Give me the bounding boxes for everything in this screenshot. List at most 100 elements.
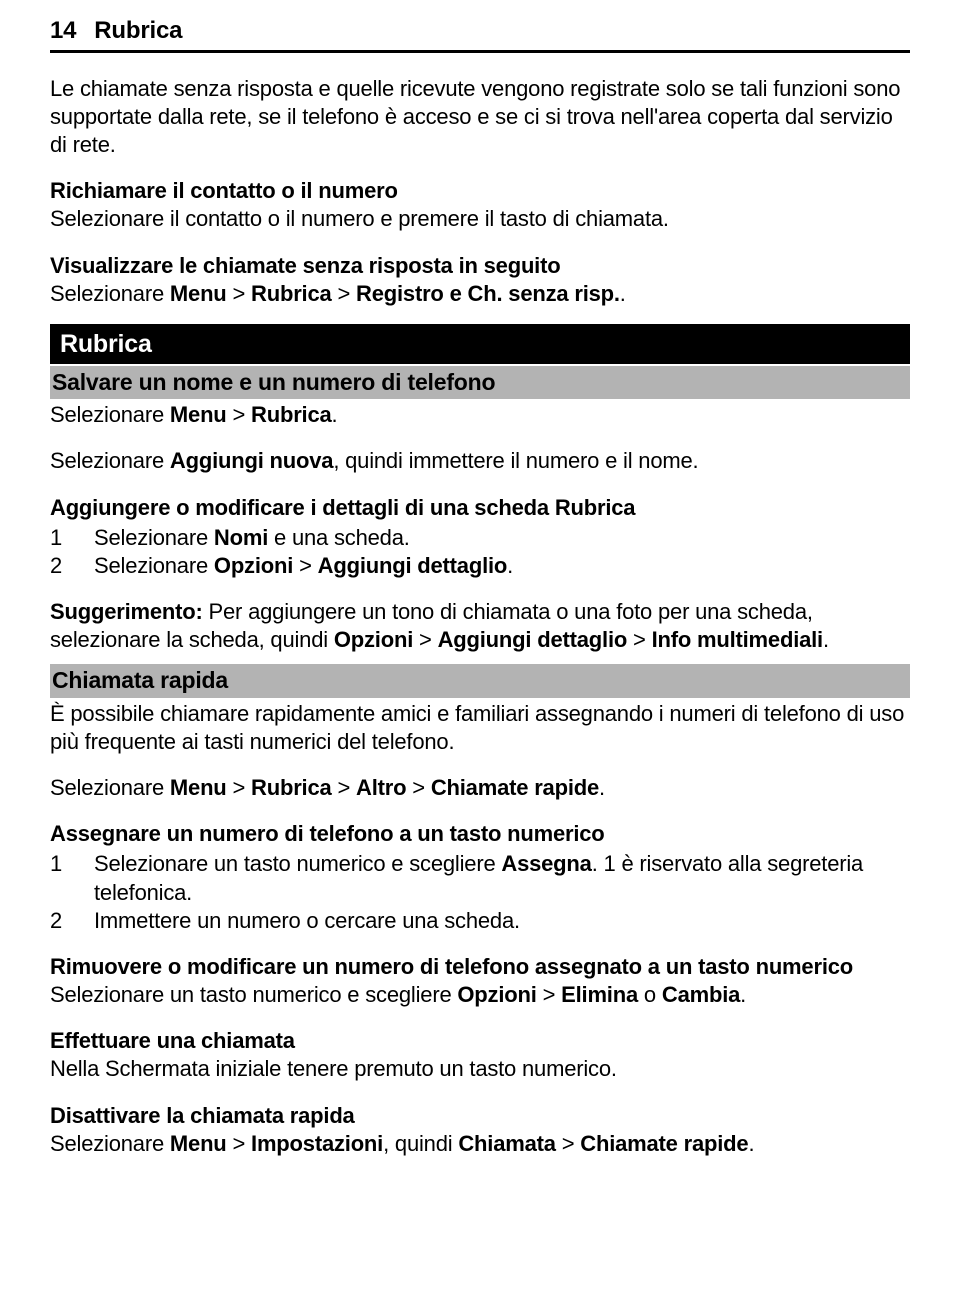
text: . [748,1131,754,1156]
text: e una scheda. [268,525,410,550]
text: , quindi [383,1131,458,1156]
list-text: Selezionare un tasto numerico e sceglier… [94,850,910,906]
list-text: Selezionare Opzioni > Aggiungi dettaglio… [94,552,910,580]
text: . [823,627,829,652]
text: Immettere un numero o cercare una scheda… [94,908,520,933]
list-number: 1 [50,850,94,878]
menu-label: Rubrica [251,281,332,306]
subsection-chiamata-rapida: Chiamata rapida [50,664,910,697]
menu-label: Opzioni [334,627,413,652]
menu-label: Aggiungi nuova [170,448,333,473]
text: > [332,281,356,306]
menu-label: Nomi [214,525,268,550]
text: Selezionare [94,553,214,578]
menu-label: Chiamata [458,1131,555,1156]
body-visualizzare: Selezionare Menu > Rubrica > Registro e … [50,280,910,308]
list-item: 2 Immettere un numero o cercare una sche… [50,907,910,935]
body-effettuare: Nella Schermata iniziale tenere premuto … [50,1055,910,1083]
menu-label: Menu [170,775,227,800]
text: > [406,775,430,800]
text: > [227,775,251,800]
heading-richiamare: Richiamare il contatto o il numero [50,177,910,205]
text: Selezionare [50,402,170,427]
text: o [638,982,662,1007]
menu-label: Info multimediali [652,627,823,652]
intro-paragraph: Le chiamate senza risposta e quelle rice… [50,75,910,159]
text: . [620,281,626,306]
menu-label: Menu [170,402,227,427]
menu-label: Rubrica [251,402,332,427]
heading-disattivare: Disattivare la chiamata rapida [50,1102,910,1130]
header-title: Rubrica [94,16,182,47]
text: Selezionare [50,1131,170,1156]
menu-label: Aggiungi dettaglio [318,553,507,578]
list-item: 1 Selezionare Nomi e una scheda. [50,524,910,552]
subsection-salvare: Salvare un nome e un numero di telefono [50,366,910,399]
heading-assegnare: Assegnare un numero di telefono a un tas… [50,820,910,848]
text: . [740,982,746,1007]
text: Selezionare un tasto numerico e sceglier… [94,851,501,876]
menu-label: Chiamate rapide [431,775,599,800]
numbered-list-aggiungere: 1 Selezionare Nomi e una scheda. 2 Selez… [50,524,910,580]
text: > [227,1131,251,1156]
section-aggiungere: Aggiungere o modificare i dettagli di un… [50,494,910,580]
text: Selezionare [94,525,214,550]
list-number: 2 [50,907,94,935]
text: > [227,281,251,306]
page-number: 14 [50,16,76,47]
menu-label: Aggiungi dettaglio [438,627,627,652]
section-header-rubrica: Rubrica [50,324,910,364]
menu-label: Menu [170,281,227,306]
text: > [227,402,251,427]
text: > [293,553,317,578]
menu-label: Cambia [662,982,740,1007]
tip-label: Suggerimento: [50,599,203,624]
section-rimuovere: Rimuovere o modificare un numero di tele… [50,953,910,1009]
text: Selezionare un tasto numerico e sceglier… [50,982,457,1007]
body-salvare-1: Selezionare Menu > Rubrica. [50,401,910,429]
heading-aggiungere: Aggiungere o modificare i dettagli di un… [50,494,910,522]
list-item: 1 Selezionare un tasto numerico e scegli… [50,850,910,906]
menu-label: Elimina [561,982,638,1007]
text: . [332,402,338,427]
list-item: 2 Selezionare Opzioni > Aggiungi dettagl… [50,552,910,580]
body-disattivare: Selezionare Menu > Impostazioni, quindi … [50,1130,910,1158]
list-text: Selezionare Nomi e una scheda. [94,524,910,552]
menu-label: Opzioni [214,553,293,578]
text: > [413,627,437,652]
menu-label: Registro e Ch. senza risp. [356,281,620,306]
heading-rimuovere: Rimuovere o modificare un numero di tele… [50,953,910,981]
text: Selezionare [50,448,170,473]
menu-label: Opzioni [457,982,536,1007]
body-selezionare-menu-altro: Selezionare Menu > Rubrica > Altro > Chi… [50,774,910,802]
section-richiamare: Richiamare il contatto o il numero Selez… [50,177,910,233]
text: Selezionare [50,775,170,800]
page-header: 14 Rubrica [50,16,910,53]
menu-label: Menu [170,1131,227,1156]
menu-label: Impostazioni [251,1131,383,1156]
list-number: 1 [50,524,94,552]
menu-label: Rubrica [251,775,332,800]
tip-paragraph: Suggerimento: Per aggiungere un tono di … [50,598,910,654]
text: > [332,775,356,800]
body-richiamare: Selezionare il contatto o il numero e pr… [50,205,910,233]
text: > [537,982,561,1007]
menu-label: Chiamate rapide [580,1131,748,1156]
section-effettuare: Effettuare una chiamata Nella Schermata … [50,1027,910,1083]
menu-label: Altro [356,775,406,800]
body-chiamata-rapida: È possibile chiamare rapidamente amici e… [50,700,910,756]
page: 14 Rubrica Le chiamate senza risposta e … [0,0,960,1188]
text: > [627,627,651,652]
body-rimuovere: Selezionare un tasto numerico e sceglier… [50,981,910,1009]
text: , quindi immettere il numero e il nome. [333,448,698,473]
text: . [507,553,513,578]
list-text: Immettere un numero o cercare una scheda… [94,907,910,935]
text: . [599,775,605,800]
section-visualizzare: Visualizzare le chiamate senza risposta … [50,252,910,308]
section-assegnare: Assegnare un numero di telefono a un tas… [50,820,910,935]
numbered-list-assegnare: 1 Selezionare un tasto numerico e scegli… [50,850,910,934]
text: > [556,1131,580,1156]
body-salvare-2: Selezionare Aggiungi nuova, quindi immet… [50,447,910,475]
list-number: 2 [50,552,94,580]
section-disattivare: Disattivare la chiamata rapida Seleziona… [50,1102,910,1158]
